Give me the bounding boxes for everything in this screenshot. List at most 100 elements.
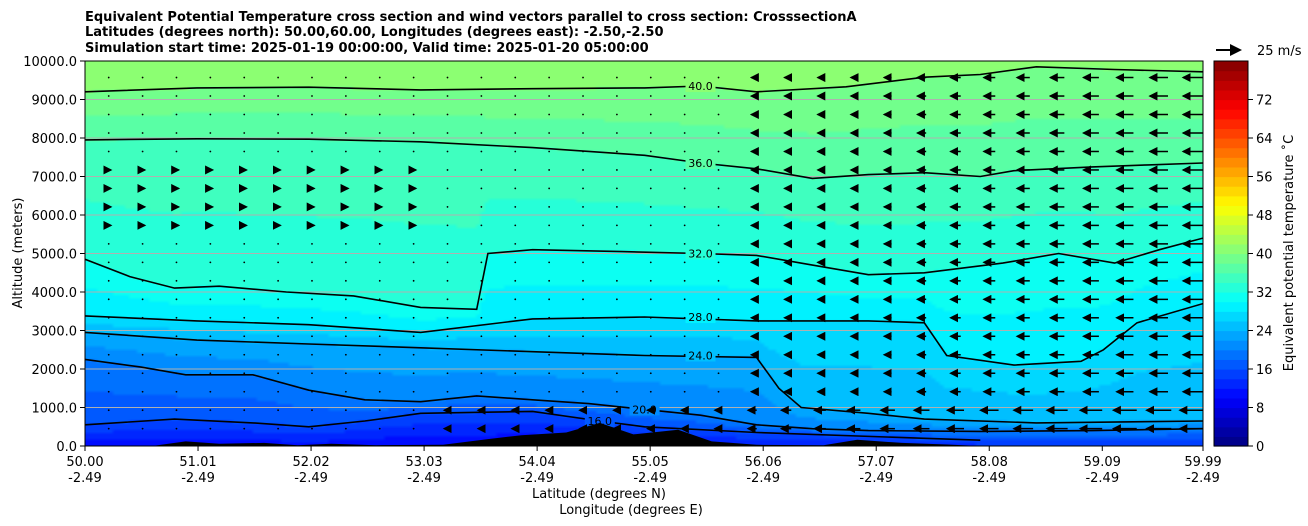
wind-vector xyxy=(209,353,212,356)
colorbar-band xyxy=(1214,282,1248,293)
wind-vector xyxy=(446,279,449,282)
wind-vector xyxy=(311,95,313,97)
wind-vector xyxy=(615,187,618,190)
colorbar-band xyxy=(1214,397,1248,409)
wind-vector xyxy=(717,150,720,153)
wind-vector xyxy=(615,316,618,319)
wind-vector xyxy=(412,150,415,153)
wind-vector xyxy=(446,187,449,190)
contour-label-bg xyxy=(685,156,716,170)
wind-vector xyxy=(480,372,483,375)
wind-vector xyxy=(683,279,686,282)
wind-vector xyxy=(480,150,483,153)
wind-vector xyxy=(615,132,618,134)
colorbar-band xyxy=(1214,301,1248,312)
colorbar-tick-label: 16 xyxy=(1256,363,1273,378)
colorbar: 0 8 16 24 32 40 48 56 64 72 xyxy=(1213,60,1273,455)
colorbar-band xyxy=(1214,253,1248,264)
wind-vector xyxy=(683,224,686,227)
wind-vector xyxy=(548,76,551,79)
wind-vector xyxy=(582,76,584,79)
wind-vector xyxy=(277,390,280,393)
wind-vector xyxy=(514,224,517,227)
wind-vector xyxy=(615,261,618,264)
quiver-key-label: 25 m/s xyxy=(1257,44,1302,59)
x-tick-label-lon: -2.49 xyxy=(68,471,102,486)
y-tick-label: 10000.0 xyxy=(23,55,77,70)
wind-vector xyxy=(175,242,178,245)
wind-vector xyxy=(378,390,381,393)
wind-vector xyxy=(514,206,517,208)
wind-vector xyxy=(311,242,313,245)
wind-vector xyxy=(446,95,449,97)
title-line-2: Latitudes (degrees north): 50.00,60.00, … xyxy=(85,25,664,40)
wind-vectors xyxy=(103,73,1203,434)
wind-vector xyxy=(175,150,178,153)
wind-vector xyxy=(548,206,551,208)
x-tick-label-lat: 59.09 xyxy=(1084,455,1121,470)
wind-vector xyxy=(209,409,212,412)
wind-vector xyxy=(175,353,178,356)
wind-vector xyxy=(514,261,517,264)
wind-vector xyxy=(344,150,347,153)
wind-vector xyxy=(717,335,720,338)
wind-vector xyxy=(378,335,381,338)
wind-vector xyxy=(717,242,720,245)
x-tick-label-lon: -2.49 xyxy=(181,471,215,486)
wind-vector xyxy=(311,261,313,264)
wind-vector xyxy=(446,169,449,171)
colorbar-band xyxy=(1214,311,1248,322)
wind-vector xyxy=(615,169,618,171)
wind-vector xyxy=(175,132,178,134)
colorbar-tick-label: 0 xyxy=(1256,440,1264,455)
wind-vector xyxy=(649,224,652,227)
wind-vector xyxy=(378,298,381,301)
wind-vector xyxy=(311,372,313,375)
wind-vector xyxy=(446,242,449,245)
contour-label-bg xyxy=(685,310,716,324)
wind-vector xyxy=(446,390,449,393)
wind-vector xyxy=(615,95,618,97)
colorbar-band xyxy=(1214,407,1248,418)
wind-vector xyxy=(412,353,415,356)
wind-vector xyxy=(683,206,686,208)
wind-vector xyxy=(311,113,313,116)
x-tick-label-lat: 54.04 xyxy=(519,455,556,470)
wind-vector xyxy=(175,261,178,264)
wind-vector xyxy=(446,150,449,153)
wind-vector xyxy=(378,95,381,97)
wind-vector xyxy=(277,372,280,375)
contour-label: 28.0 xyxy=(688,311,713,324)
wind-vector xyxy=(649,169,652,171)
contour-28.0 xyxy=(85,302,1203,366)
wind-vector xyxy=(582,390,584,393)
wind-vector xyxy=(209,390,212,393)
wind-vector xyxy=(480,298,483,301)
wind-vector xyxy=(378,353,381,356)
wind-vector xyxy=(311,427,313,430)
wind-vector xyxy=(717,132,720,134)
colorbar-band xyxy=(1214,128,1248,139)
wind-vector xyxy=(141,279,144,282)
colorbar-tick-label: 48 xyxy=(1256,209,1273,224)
wind-vector xyxy=(209,427,212,430)
colorbar-band xyxy=(1214,166,1248,178)
x-tick-label-lat: 59.99 xyxy=(1184,455,1221,470)
wind-vector xyxy=(446,206,449,208)
colorbar-band xyxy=(1214,89,1248,101)
colorbar-band xyxy=(1214,205,1248,216)
y-tick-label: 0.0 xyxy=(56,440,77,455)
wind-vector xyxy=(311,279,313,282)
wind-vector xyxy=(412,132,415,134)
wind-vector xyxy=(209,279,212,282)
x-tick-label-lat: 57.07 xyxy=(858,455,895,470)
colorbar-tick-label: 8 xyxy=(1256,402,1264,417)
wind-vector xyxy=(480,95,483,97)
wind-vector xyxy=(480,316,483,319)
wind-vector xyxy=(277,95,280,97)
wind-vector xyxy=(683,113,686,116)
colorbar-band xyxy=(1214,292,1248,303)
wind-vector xyxy=(717,261,720,264)
wind-vector xyxy=(582,335,584,338)
